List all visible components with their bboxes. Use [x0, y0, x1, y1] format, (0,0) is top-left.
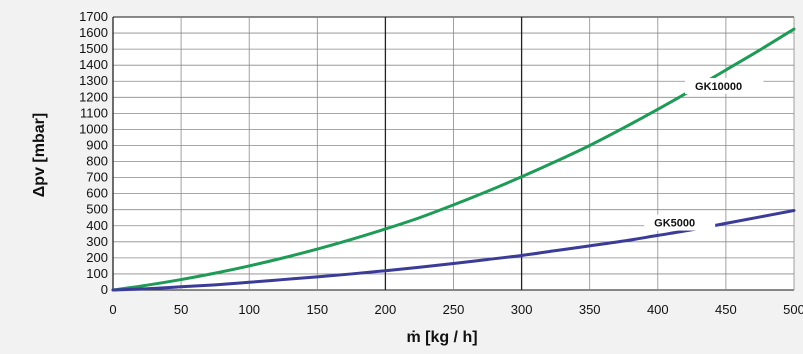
- y-tick-label: 1600: [79, 25, 108, 40]
- y-tick-label: 500: [86, 202, 108, 217]
- y-tick-label: 1200: [79, 89, 108, 104]
- series-label-box: [644, 214, 716, 231]
- y-tick-label: 1100: [80, 105, 108, 120]
- y-tick-label: 600: [86, 186, 108, 201]
- x-tick-label: 400: [647, 302, 669, 317]
- series-label-box: [685, 78, 764, 95]
- series-lines: [111, 27, 796, 292]
- series-label-gk10000: GK10000: [695, 81, 742, 93]
- y-tick-label: 900: [86, 137, 108, 152]
- x-tick-label: 0: [109, 302, 116, 317]
- y-tick-label: 200: [86, 250, 108, 265]
- y-tick-label: 1700: [79, 9, 108, 24]
- x-tick-label: 300: [511, 302, 533, 317]
- series-line-gk5000: [111, 209, 796, 292]
- x-tick-label: 500: [783, 302, 803, 317]
- y-tick-label: 0: [101, 282, 108, 297]
- y-tick-label: 1000: [79, 121, 108, 136]
- x-axis-title: ṁ [kg / h]: [406, 329, 477, 346]
- y-tick-label: 1500: [79, 41, 108, 56]
- y-tick-label: 800: [86, 154, 108, 169]
- x-tick-label: 100: [238, 302, 260, 317]
- x-tick-label: 450: [715, 302, 737, 317]
- y-tick-label: 1400: [79, 57, 108, 72]
- grid: [112, 16, 795, 291]
- y-tick-label: 100: [86, 266, 108, 281]
- series-label-gk5000: GK5000: [654, 218, 695, 230]
- x-tick-label: 250: [443, 302, 465, 317]
- x-tick-labels: 0 50 100 150 200 250 300 350 400 450 500: [109, 302, 803, 317]
- y-tick-label: 300: [86, 234, 108, 249]
- x-tick-label: 50: [174, 302, 188, 317]
- series-line-gk10000: [111, 27, 796, 292]
- x-tick-label: 150: [306, 302, 328, 317]
- y-axis-title: Δpv [mbar]: [31, 113, 48, 197]
- x-tick-label: 200: [375, 302, 397, 317]
- series-labels: GK10000 GK5000: [644, 78, 764, 231]
- y-tick-label: 1300: [79, 73, 108, 88]
- y-tick-label: 400: [86, 218, 108, 233]
- x-tick-label: 350: [579, 302, 601, 317]
- y-tick-label: 700: [86, 170, 108, 185]
